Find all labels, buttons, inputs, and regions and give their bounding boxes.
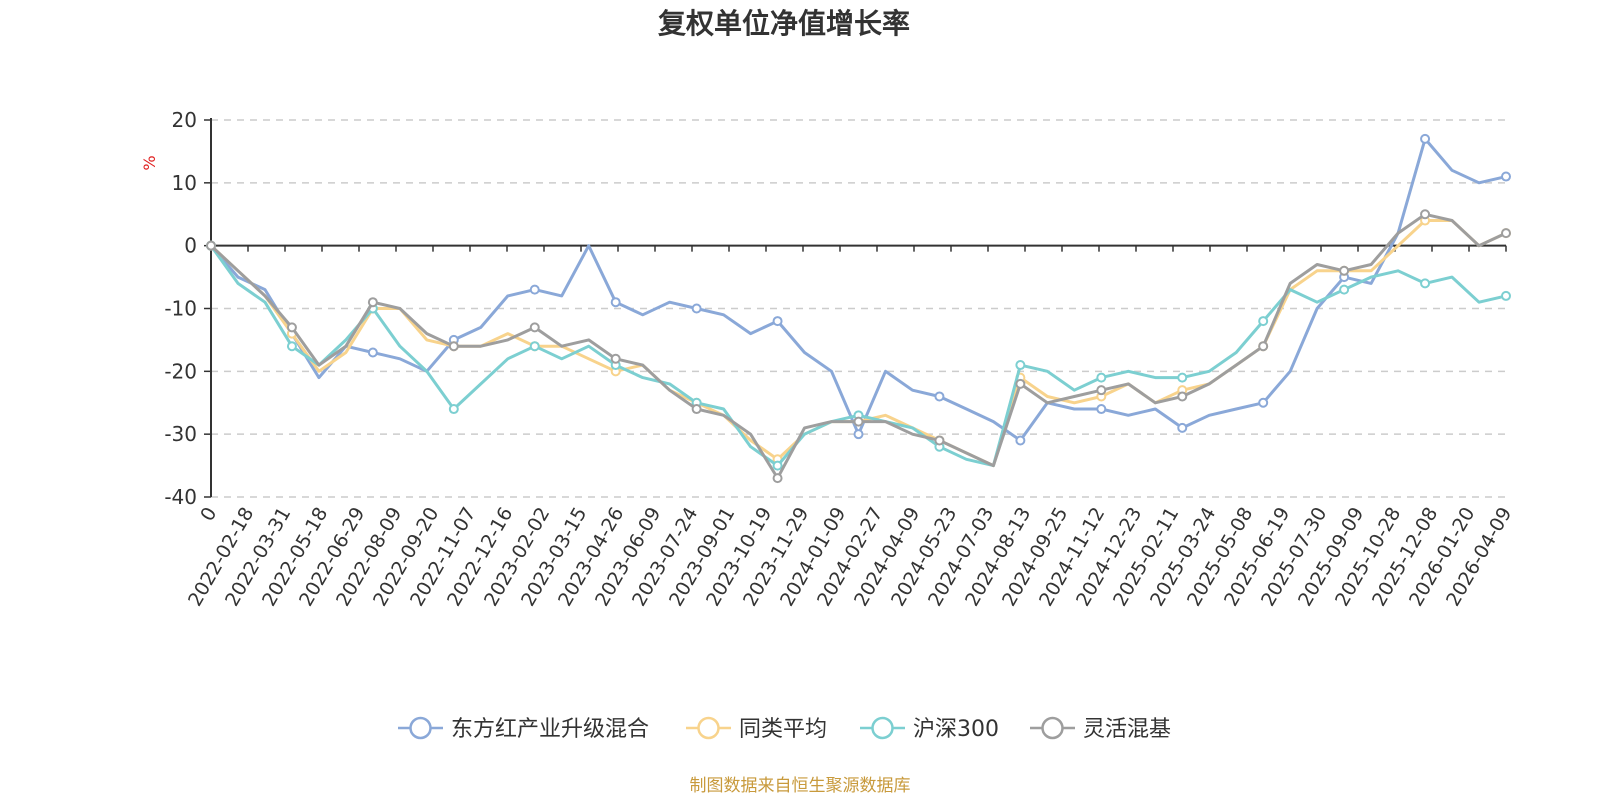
- data-point: [529, 322, 540, 333]
- data-point: [206, 240, 216, 251]
- y-tick-label: -40: [164, 485, 197, 509]
- data-point: [1096, 404, 1107, 415]
- data-point: [367, 347, 378, 358]
- legend-label: 灵活混基: [1083, 717, 1171, 742]
- y-tick-label: 0: [184, 234, 197, 258]
- data-point: [1177, 391, 1188, 402]
- y-tick-label: -10: [164, 297, 197, 321]
- data-point: [691, 303, 702, 314]
- data-point: [529, 341, 540, 352]
- data-point: [448, 341, 459, 352]
- data-point: [286, 341, 297, 352]
- data-point: [1096, 372, 1107, 383]
- legend-marker: [871, 716, 894, 740]
- data-point: [1420, 209, 1431, 220]
- chart-title: 复权单位净值增长率: [658, 7, 910, 40]
- series-0: [206, 133, 1511, 446]
- data-point: [772, 473, 783, 484]
- legend-label: 同类平均: [739, 717, 827, 742]
- data-point: [1177, 422, 1188, 433]
- legend-marker: [409, 716, 432, 740]
- legend-marker: [697, 716, 720, 740]
- legend-label: 东方红产业升级混合: [451, 717, 649, 742]
- data-point: [1258, 397, 1269, 408]
- data-point: [610, 297, 621, 308]
- data-point: [934, 391, 945, 402]
- data-point: [286, 322, 297, 333]
- data-point: [934, 435, 945, 446]
- data-point: [1501, 290, 1511, 301]
- y-tick-label: 20: [172, 108, 197, 132]
- data-point: [367, 297, 378, 308]
- legend-item[interactable]: 东方红产业升级混合: [398, 716, 649, 742]
- data-point: [1339, 284, 1350, 295]
- series-lines: [206, 133, 1511, 484]
- series-1: [206, 215, 1511, 468]
- legend-item[interactable]: 沪深300: [860, 716, 999, 742]
- data-point: [1096, 385, 1107, 396]
- data-point: [1420, 278, 1431, 289]
- legend-item[interactable]: 同类平均: [686, 716, 827, 742]
- data-point: [1420, 133, 1431, 144]
- data-point: [1177, 372, 1188, 383]
- source-note: 制图数据来自恒生聚源数据库: [690, 776, 911, 796]
- series-line: [209, 219, 1507, 468]
- series-3: [206, 209, 1511, 484]
- data-point: [853, 429, 864, 440]
- y-tick-label: 10: [172, 171, 197, 195]
- x-tick-label: 0: [196, 504, 221, 525]
- data-point: [529, 284, 540, 295]
- y-tick-label: -30: [164, 422, 197, 446]
- data-point: [853, 416, 864, 427]
- y-tick-labels: 20 10 0 -10 -20 -30 -40: [164, 108, 197, 509]
- data-point: [1501, 171, 1511, 182]
- grid-lines: [211, 119, 1506, 498]
- data-point: [1015, 435, 1026, 446]
- data-point: [448, 404, 459, 415]
- data-point: [691, 404, 702, 415]
- data-point: [1501, 228, 1511, 239]
- data-point: [610, 353, 621, 364]
- legend-marker: [1041, 716, 1064, 740]
- data-point: [1258, 316, 1269, 327]
- legend-label: 沪深300: [913, 717, 999, 742]
- y-tick-label: -20: [164, 359, 197, 383]
- y-axis-unit-label: %: [140, 155, 159, 170]
- data-point: [1015, 360, 1026, 371]
- data-point: [772, 460, 783, 471]
- data-point: [1258, 341, 1269, 352]
- data-point: [1339, 265, 1350, 276]
- data-point: [1015, 378, 1026, 389]
- legend-item[interactable]: 灵活混基: [1030, 716, 1171, 742]
- x-tick-labels: 02022-02-182022-03-312022-05-182022-06-2…: [184, 504, 1516, 611]
- data-point: [772, 316, 783, 327]
- legend: 东方红产业升级混合 同类平均 沪深300 灵活混基: [398, 716, 1171, 742]
- series-line: [209, 137, 1507, 442]
